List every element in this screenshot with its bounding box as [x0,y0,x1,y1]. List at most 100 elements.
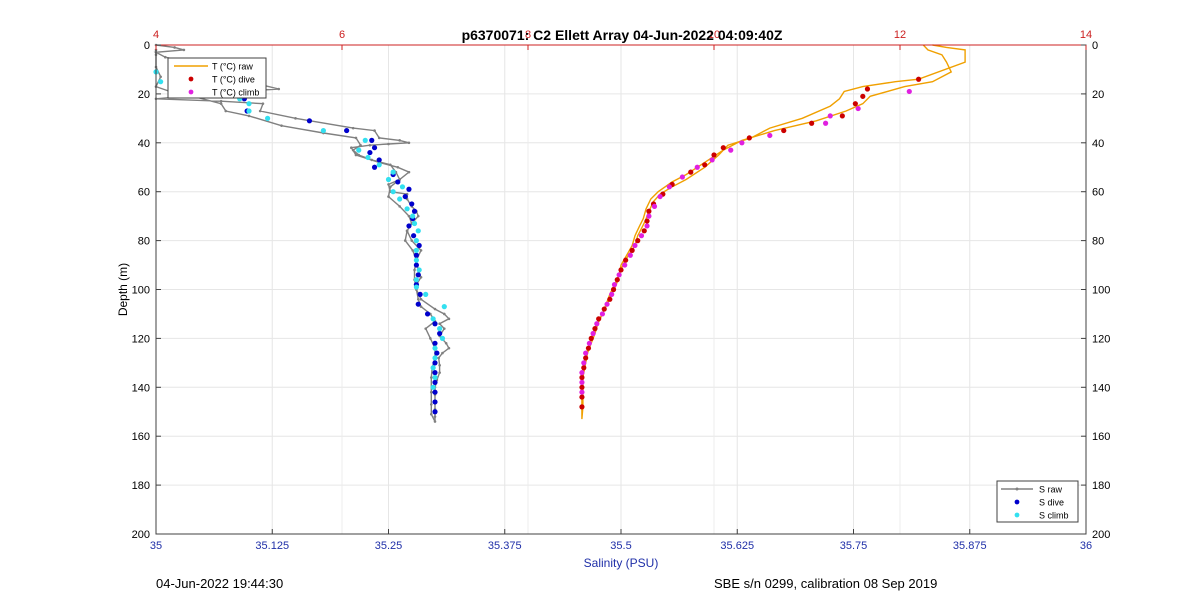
data-point-s-raw [447,346,451,350]
data-point-s-climb [390,189,396,195]
footer-timestamp: 04-Jun-2022 19:44:30 [156,576,284,591]
data-point-t-c-dive [860,93,866,99]
salinity-tick-label: 36 [1080,540,1092,552]
data-point-s-climb [413,238,419,244]
data-point-s-climb [246,108,252,114]
data-point-t-c-dive [585,345,592,351]
data-point-s-raw [438,322,441,326]
legend-swatch-marker [1015,487,1019,491]
data-point-t-c-climb [694,164,700,170]
data-point-s-dive [416,242,422,249]
data-point-s-dive [413,262,419,268]
series-s-climb [153,69,447,390]
salinity-tick-label: 35.75 [840,540,868,552]
data-point-s-raw [351,126,355,130]
data-point-s-raw [433,307,437,311]
data-point-t-c-dive [852,101,858,107]
data-point-t-c-climb [581,360,587,366]
data-point-s-raw [368,143,372,147]
data-point-s-climb [432,374,438,381]
data-point-s-climb [399,184,406,190]
data-point-t-c-climb [622,262,628,268]
depth-tick-label-left: 60 [138,187,150,199]
data-point-s-raw [429,403,433,406]
depth-tick-label-right: 40 [1092,138,1104,150]
salinity-tick-label: 35.5 [610,540,631,552]
depth-tick-label-left: 20 [138,89,150,101]
data-point-s-raw [396,165,400,169]
data-point-s-dive [306,118,313,124]
data-point-s-raw [443,327,446,330]
data-point-s-dive [409,201,415,207]
series-t-c-dive [579,76,922,410]
data-point-t-c-climb [823,120,829,126]
data-point-s-climb [423,291,429,297]
data-point-t-c-dive [839,113,845,119]
data-point-s-climb [430,384,436,390]
data-point-s-climb [432,355,438,361]
data-point-s-raw [173,46,176,49]
data-point-s-dive [369,137,375,143]
depth-tick-label-right: 160 [1092,431,1110,443]
data-point-s-raw [411,249,414,252]
data-point-s-climb [356,147,362,153]
data-point-s-raw [247,114,251,118]
data-point-s-climb [413,257,419,263]
data-point-s-climb [365,154,371,161]
data-point-t-c-climb [611,282,618,288]
legend-box [167,57,267,99]
data-point-s-dive [434,350,440,356]
data-point-t-c-dive [610,286,617,293]
data-point-t-c-climb [657,193,663,200]
data-point-s-climb [362,137,368,143]
depth-tick-label-right: 120 [1092,333,1110,345]
data-point-t-c-climb [646,213,652,219]
data-point-s-dive [413,252,419,258]
data-point-s-dive [432,360,438,366]
data-point-s-raw [437,356,441,360]
data-point-s-raw [424,327,428,330]
depth-tick-label-right: 0 [1092,40,1098,52]
data-point-t-c-climb [583,350,589,356]
data-point-s-dive [376,157,382,163]
data-point-s-raw [164,55,167,59]
data-point-s-climb [390,169,396,175]
data-point-t-c-climb [627,252,633,258]
temperature-tick-label: 4 [153,29,159,41]
data-point-s-climb [437,326,443,332]
legend-swatch-dot [188,76,194,82]
series-layer [153,43,966,423]
data-point-t-c-dive [781,127,787,134]
data-point-s-raw [261,102,265,105]
data-point-t-c-dive [579,374,585,381]
data-point-t-c-dive [864,86,871,92]
depth-tick-label-left: 80 [138,236,150,248]
data-point-t-c-dive [746,135,752,141]
data-point-s-raw [351,148,355,152]
legend-swatch-dot [188,89,194,95]
data-point-t-c-climb [609,291,615,297]
x-axis-label: Salinity (PSU) [584,556,659,570]
data-point-t-c-dive [809,120,815,126]
data-point-t-c-climb [666,184,672,190]
depth-tick-label-left: 40 [138,138,150,150]
data-point-s-raw [387,142,390,146]
depth-tick-label-right: 140 [1092,382,1110,394]
data-point-s-climb [430,365,436,371]
data-point-t-c-climb [709,157,715,163]
depth-tick-label-left: 140 [132,382,150,394]
temperature-tick-label: 14 [1080,29,1092,41]
data-point-s-climb [441,304,447,310]
data-point-s-raw [398,205,401,208]
data-point-t-c-climb [599,311,606,317]
data-point-s-raw [438,363,441,367]
data-point-s-raw [294,117,297,120]
legend-entry-label: S dive [1039,498,1064,508]
depth-tick-label-left: 180 [132,480,150,492]
depth-tick-label-right: 200 [1092,529,1110,541]
data-point-t-c-climb [579,370,585,376]
data-point-s-raw [419,297,423,301]
data-point-t-c-dive [646,208,652,214]
legend-entry-label: T (°C) raw [212,62,253,72]
data-point-s-raw [373,129,376,132]
